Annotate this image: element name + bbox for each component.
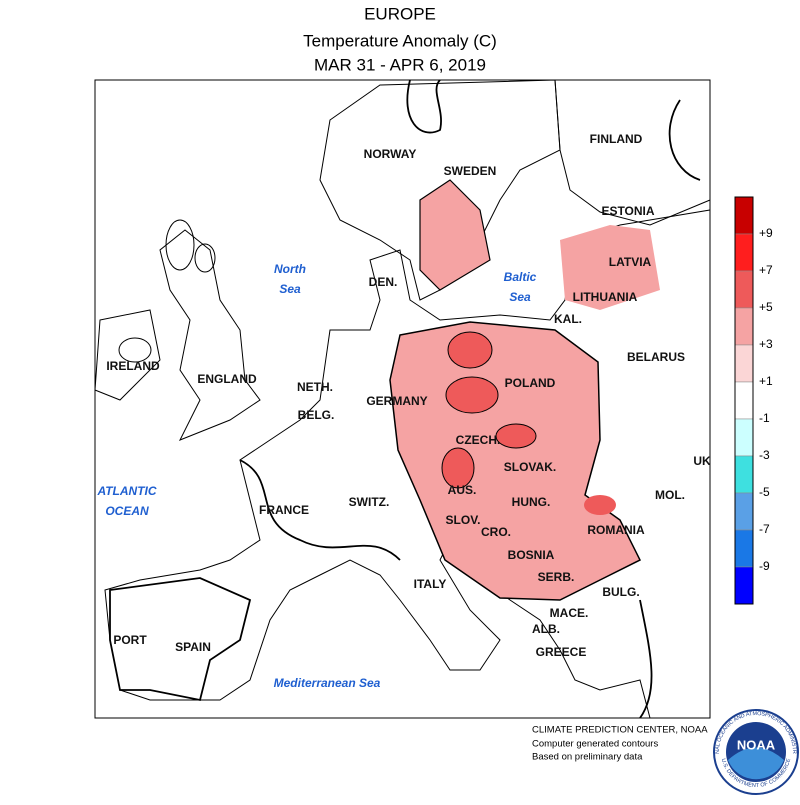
contour (668, 99, 701, 181)
legend-label: -7 (759, 522, 770, 536)
map: NORWAY SWEDEN FINLAND ESTONIA LATVIA LIT… (94, 79, 711, 719)
sea-label: ATLANTIC (96, 484, 156, 498)
country-label: MOL. (655, 488, 685, 502)
cool-region (194, 243, 216, 273)
country-label: AUS. (448, 483, 477, 497)
warm-region (419, 179, 491, 291)
credit: Based on preliminary data (532, 752, 643, 763)
credit: CLIMATE PREDICTION CENTER, NOAA (532, 725, 708, 736)
country-label: POLAND (505, 376, 556, 390)
country-label: DEN. (369, 275, 398, 289)
country-label: NETH. (297, 380, 333, 394)
country-label: KAL. (554, 312, 582, 326)
country-label: FRANCE (259, 503, 309, 517)
country-label: PORT (113, 633, 147, 647)
country-label: HUNG. (512, 495, 551, 509)
hot-spot (447, 331, 493, 369)
country-label: ALB. (532, 622, 560, 636)
legend-swatch (734, 418, 754, 457)
legend-swatch (734, 233, 754, 272)
country-label: BELG. (298, 408, 335, 422)
sea-label: Mediterranean Sea (274, 676, 381, 690)
country-label: BOSNIA (508, 548, 555, 562)
country-label: FINLAND (590, 132, 643, 146)
legend-swatch (734, 344, 754, 383)
legend-label: +9 (759, 226, 773, 240)
hot-spot (495, 423, 537, 449)
contour (639, 599, 653, 719)
legend-frame (734, 196, 754, 605)
legend-label: -3 (759, 448, 770, 462)
country-label: SERB. (538, 570, 575, 584)
sea-label: Sea (279, 282, 301, 296)
country-label: CRO. (481, 525, 511, 539)
continent (104, 209, 711, 719)
legend: +9 +7 +5 +3 +1 -1 -3 -5 -7 -9 (734, 196, 773, 605)
legend-label: -1 (759, 411, 770, 425)
credit: Computer generated contours (532, 739, 658, 750)
logo-text: NOAA (737, 737, 776, 752)
legend-swatch (734, 529, 754, 568)
country-label: SLOV. (446, 513, 481, 527)
country-label: BELARUS (627, 350, 685, 364)
legend-label: +7 (759, 263, 773, 277)
legend-label: -9 (759, 559, 770, 573)
country-label: GERMANY (366, 394, 427, 408)
country-label: SPAIN (175, 640, 211, 654)
country-label: CZECH. (456, 433, 501, 447)
cool-region (165, 219, 195, 271)
britain (159, 229, 261, 441)
country-label: IRELAND (106, 359, 160, 373)
legend-swatch (734, 455, 754, 494)
cool-region (109, 577, 252, 702)
country-label: ENGLAND (197, 372, 257, 386)
subtitle: Temperature Anomaly (C) (303, 31, 497, 50)
country-label: LATVIA (609, 255, 652, 269)
legend-label: -5 (759, 485, 770, 499)
legend-label: +1 (759, 374, 773, 388)
logo-wave (728, 747, 784, 780)
country-label: LITHUANIA (573, 290, 638, 304)
legend-swatch (734, 492, 754, 531)
cool-region (118, 337, 152, 363)
legend-label: +5 (759, 300, 773, 314)
country-label: SWITZ. (349, 495, 390, 509)
hot-spot (584, 495, 616, 515)
warm-region (560, 225, 660, 310)
country-label: MACE. (550, 606, 589, 620)
contour (406, 79, 442, 134)
dates: MAR 31 - APR 6, 2019 (314, 55, 486, 74)
legend-swatch (734, 566, 754, 605)
country-label: ROMANIA (587, 523, 645, 537)
sea-label: North (274, 262, 306, 276)
country-label: ITALY (414, 577, 447, 591)
finland (554, 79, 711, 226)
legend-label: +3 (759, 337, 773, 351)
legend-swatch (734, 270, 754, 309)
legend-swatch (734, 307, 754, 346)
country-label: SLOVAK. (504, 460, 556, 474)
legend-swatch (734, 196, 754, 235)
title: EUROPE (364, 4, 436, 23)
country-label: BULG. (602, 585, 639, 599)
hot-spot (441, 447, 475, 489)
country-label: SWEDEN (444, 164, 497, 178)
sea-label: Sea (509, 290, 531, 304)
legend-swatch (734, 381, 754, 420)
ireland (94, 309, 161, 401)
country-label: NORWAY (364, 147, 417, 161)
country-label: GREECE (536, 645, 587, 659)
sea-label: OCEAN (105, 504, 149, 518)
country-label: UK (693, 454, 711, 468)
contour (239, 459, 401, 561)
country-label: ESTONIA (601, 204, 654, 218)
sea-label: Baltic (504, 270, 537, 284)
hot-spot (445, 376, 499, 414)
